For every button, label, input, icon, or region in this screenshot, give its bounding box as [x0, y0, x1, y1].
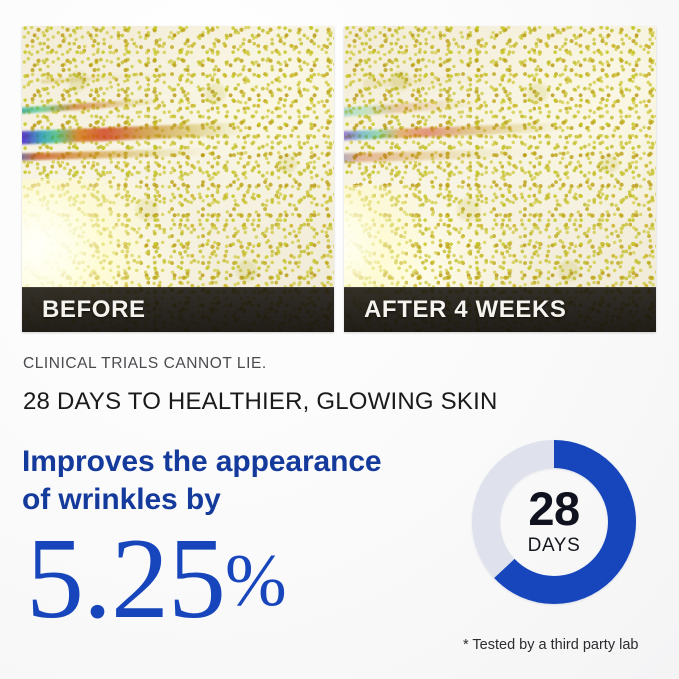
claim-line-2: of wrinkles by — [22, 483, 221, 517]
skin-micrograph-before-image — [22, 26, 334, 332]
eyebrow-text: CLINICAL TRIALS CANNOT LIE. — [23, 355, 267, 372]
before-photo-card: BEFORE — [22, 26, 334, 332]
after-caption-label: AFTER 4 WEEKS — [364, 295, 567, 323]
donut-value-arc — [472, 440, 636, 604]
stat-value: 5.25% — [26, 521, 287, 637]
after-caption-bar: AFTER 4 WEEKS — [344, 287, 656, 332]
after-photo-card: AFTER 4 WEEKS — [344, 26, 656, 332]
claim-headline: Improves the appearance of wrinkles by — [22, 443, 452, 519]
days-donut-chart: 28 DAYS — [468, 436, 640, 608]
claim-line-1: Improves the appearance — [22, 445, 382, 478]
before-caption-label: BEFORE — [42, 295, 146, 323]
stat-percent-sign: % — [225, 540, 287, 622]
before-after-comparison: BEFORE AFTER 4 WEEKS — [22, 26, 657, 332]
footnote-text: * Tested by a third party lab — [463, 637, 639, 653]
subheadline-text: 28 DAYS TO HEALTHIER, GLOWING SKIN — [23, 388, 498, 415]
before-caption-bar: BEFORE — [22, 287, 334, 332]
stat-number: 5.25 — [26, 515, 226, 643]
